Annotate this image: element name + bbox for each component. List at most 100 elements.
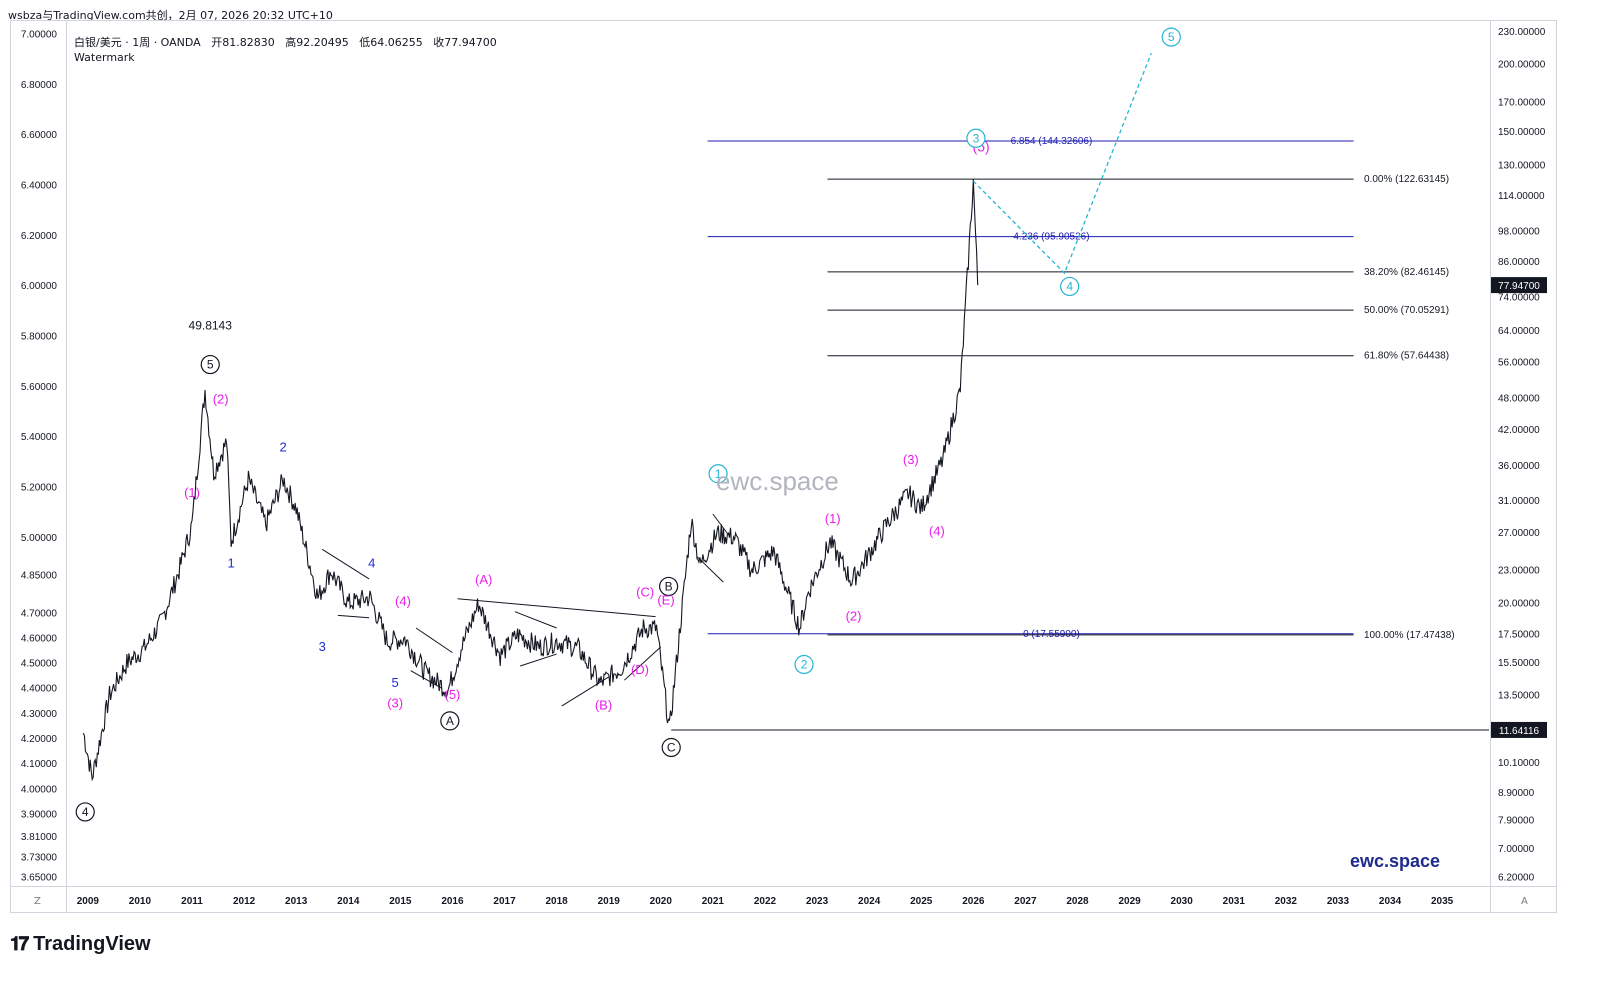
x-tick-label: 2027 [1014,896,1037,907]
right-tick-label: 6.20000 [1498,872,1535,883]
open-value: 81.82830 [222,36,275,49]
wave-magenta-label: (2) [213,391,229,406]
x-tick-label: 2024 [858,896,881,907]
brand-watermark: ewc.space [1350,851,1441,871]
x-tick-label: 2023 [806,896,829,907]
right-tick-label: 86.00000 [1498,257,1540,268]
left-tick-label: 5.80000 [21,332,58,343]
x-tick-label: 2019 [598,896,621,907]
x-tick-label: 2014 [337,896,360,907]
x-tick-label: 2034 [1379,896,1402,907]
wave-black-label-circle [200,354,220,375]
wave-magenta-label: (3) [387,696,403,711]
x-tick-label: 2010 [129,896,152,907]
right-tick-label: 7.00000 [1498,844,1535,855]
fib-level-label: 0.00% (122.63145) [1364,174,1449,185]
right-tick-label: 170.00000 [1498,98,1546,109]
trendline [415,627,453,654]
wave-blue-label: 1 [227,556,234,571]
left-tick-label: 4.50000 [21,659,58,670]
left-tick-label: 5.40000 [21,432,58,443]
wave-black-label-circle [659,576,679,597]
x-tick-label: 2032 [1275,896,1298,907]
close-value: 77.94700 [444,36,497,49]
x-tick-label: 2020 [650,896,673,907]
close-label: 收 [433,36,445,49]
wave-magenta-label: (A) [475,572,492,587]
fib-level-label: 6.854 (144.32606) [1011,136,1093,147]
wave-blue-label: 3 [319,639,326,654]
trendline [337,614,370,619]
fib-level-label: 100.00% (17.47438) [1364,630,1455,641]
trendline [514,611,557,629]
x-tick-label: 2009 [77,896,100,907]
fib-level-label: 0 (17.55900) [1023,629,1080,640]
right-tick-label: 42.00000 [1498,425,1540,436]
wave-cyan-label-circle [794,654,814,675]
open-label: 开 [211,36,223,49]
trendline [624,646,662,681]
wave-black-label-circle [440,711,460,731]
wave-black-label-circle [75,802,95,822]
symbol-legend[interactable]: 白银/美元 · 1周 · OANDA 开81.82830 高92.20495 低… [74,34,497,50]
trendline [410,670,443,689]
fib-level-label: 50.00% (70.05291) [1364,305,1449,316]
wave-magenta-label: (D) [631,662,649,677]
wave-blue-label: 5 [392,675,399,690]
x-tick-label: 2025 [910,896,933,907]
wave-magenta-label: (1) [825,511,841,526]
left-tick-label: 5.20000 [21,482,58,493]
trendline [696,556,724,583]
wave-cyan-label-circle [966,128,986,148]
left-tick-label: 3.65000 [21,872,58,883]
price-tag [1491,277,1547,294]
x-tick-label: 2035 [1431,896,1454,907]
wave-black-label: C [667,740,676,754]
tradingview-logo-text: TradingView [33,933,151,955]
right-tick-label: 20.00000 [1498,598,1540,609]
x-tick-label: 2028 [1066,896,1089,907]
trendline [712,513,729,536]
peak-value-label: 49.8143 [189,318,233,332]
price-tag-label: 77.94700 [1498,281,1540,292]
wave-magenta-label: (3) [903,452,919,467]
wave-blue-label: 2 [280,439,287,454]
right-tick-label: 64.00000 [1498,326,1540,337]
x-tick-label: 2012 [233,896,256,907]
left-tick-label: 6.00000 [21,281,58,292]
low-value: 64.06255 [370,36,423,49]
symbol-name[interactable]: 白银/美元 · 1周 · OANDA [74,36,201,49]
projection-dashed-path [972,52,1152,275]
high-label: 高 [285,36,297,49]
right-tick-label: 150.00000 [1498,127,1546,138]
right-tick-label: 23.00000 [1498,566,1540,577]
auto-scale-right-button[interactable]: A [1521,896,1528,907]
wave-black-label: B [665,579,673,593]
high-value: 92.20495 [296,36,349,49]
wave-magenta-label: (2) [846,608,862,623]
right-tick-label: 56.00000 [1498,357,1540,368]
wave-magenta-label: (1) [184,485,200,500]
fib-level-label: 4.236 (95.90526) [1013,232,1089,243]
price-series-line [82,179,979,782]
wave-cyan-label-circle [1161,27,1181,47]
left-tick-label: 3.81000 [21,832,58,843]
x-tick-label: 2022 [754,896,777,907]
tradingview-logo[interactable]: 𝟏𝟕 TradingView [10,933,151,956]
left-tick-label: 7.00000 [21,30,58,41]
right-tick-label: 200.00000 [1498,60,1546,71]
left-tick-label: 4.40000 [21,684,58,695]
tradingview-logo-icon: 𝟏𝟕 [10,933,29,955]
trendline [457,598,656,618]
x-tick-label: 2029 [1118,896,1141,907]
x-tick-label: 2030 [1171,896,1194,907]
auto-scale-left-button[interactable]: Z [34,896,41,907]
right-tick-label: 13.50000 [1498,690,1540,701]
right-tick-label: 27.00000 [1498,528,1540,539]
wave-cyan-label-circle [1060,276,1080,297]
left-tick-label: 5.60000 [21,382,58,393]
price-tag-label: 11.64116 [1499,726,1540,737]
wave-cyan-label: 3 [973,131,980,145]
right-tick-label: 114.00000 [1498,191,1545,202]
